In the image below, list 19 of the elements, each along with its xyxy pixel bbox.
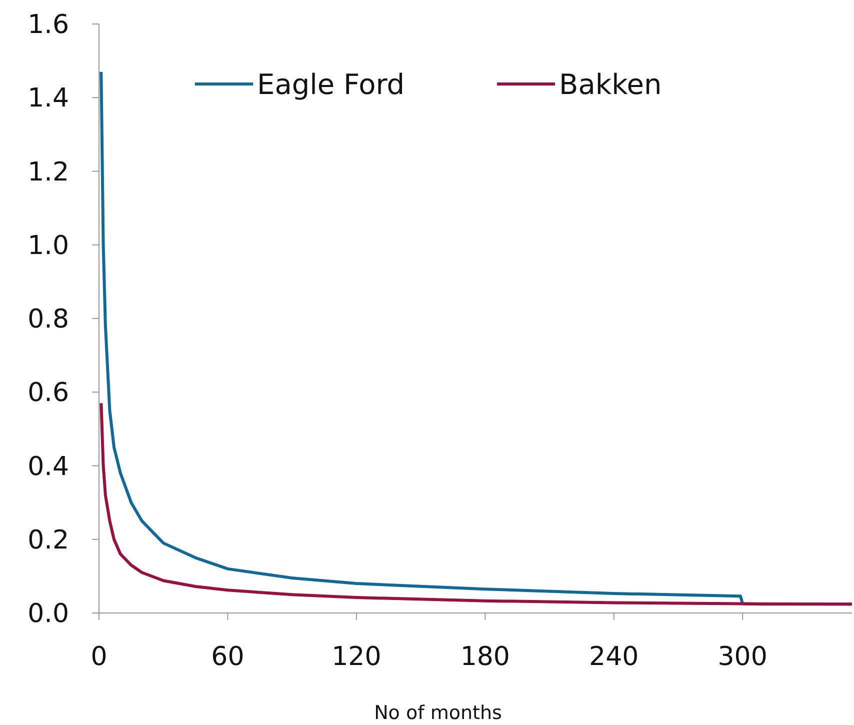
y-tick-label: 1.0 <box>28 230 69 261</box>
x-tick-label: 120 <box>332 642 382 672</box>
y-tick-label: 0.0 <box>28 599 69 630</box>
x-tick-label: 300 <box>718 642 768 672</box>
y-tick-label: 0.4 <box>28 452 69 482</box>
x-tick-label: 180 <box>460 642 510 672</box>
y-tick-label: 0.6 <box>28 378 69 408</box>
y-tick-label: 1.4 <box>28 84 69 114</box>
x-axis-title: No of months <box>374 702 502 724</box>
x-tick-label: 60 <box>211 642 244 672</box>
line-series <box>100 402 854 606</box>
y-tick-label: 1.6 <box>28 10 69 40</box>
y-tick-label: 0.8 <box>28 304 69 335</box>
y-tick-label: 0.2 <box>28 525 69 556</box>
x-tick-label: 240 <box>589 642 639 672</box>
x-tick-label: 0 <box>90 642 108 672</box>
y-tick-label: 1.2 <box>28 157 69 188</box>
legend-label: Eagle Ford <box>257 68 405 101</box>
legend-label: Bakken <box>559 68 662 101</box>
